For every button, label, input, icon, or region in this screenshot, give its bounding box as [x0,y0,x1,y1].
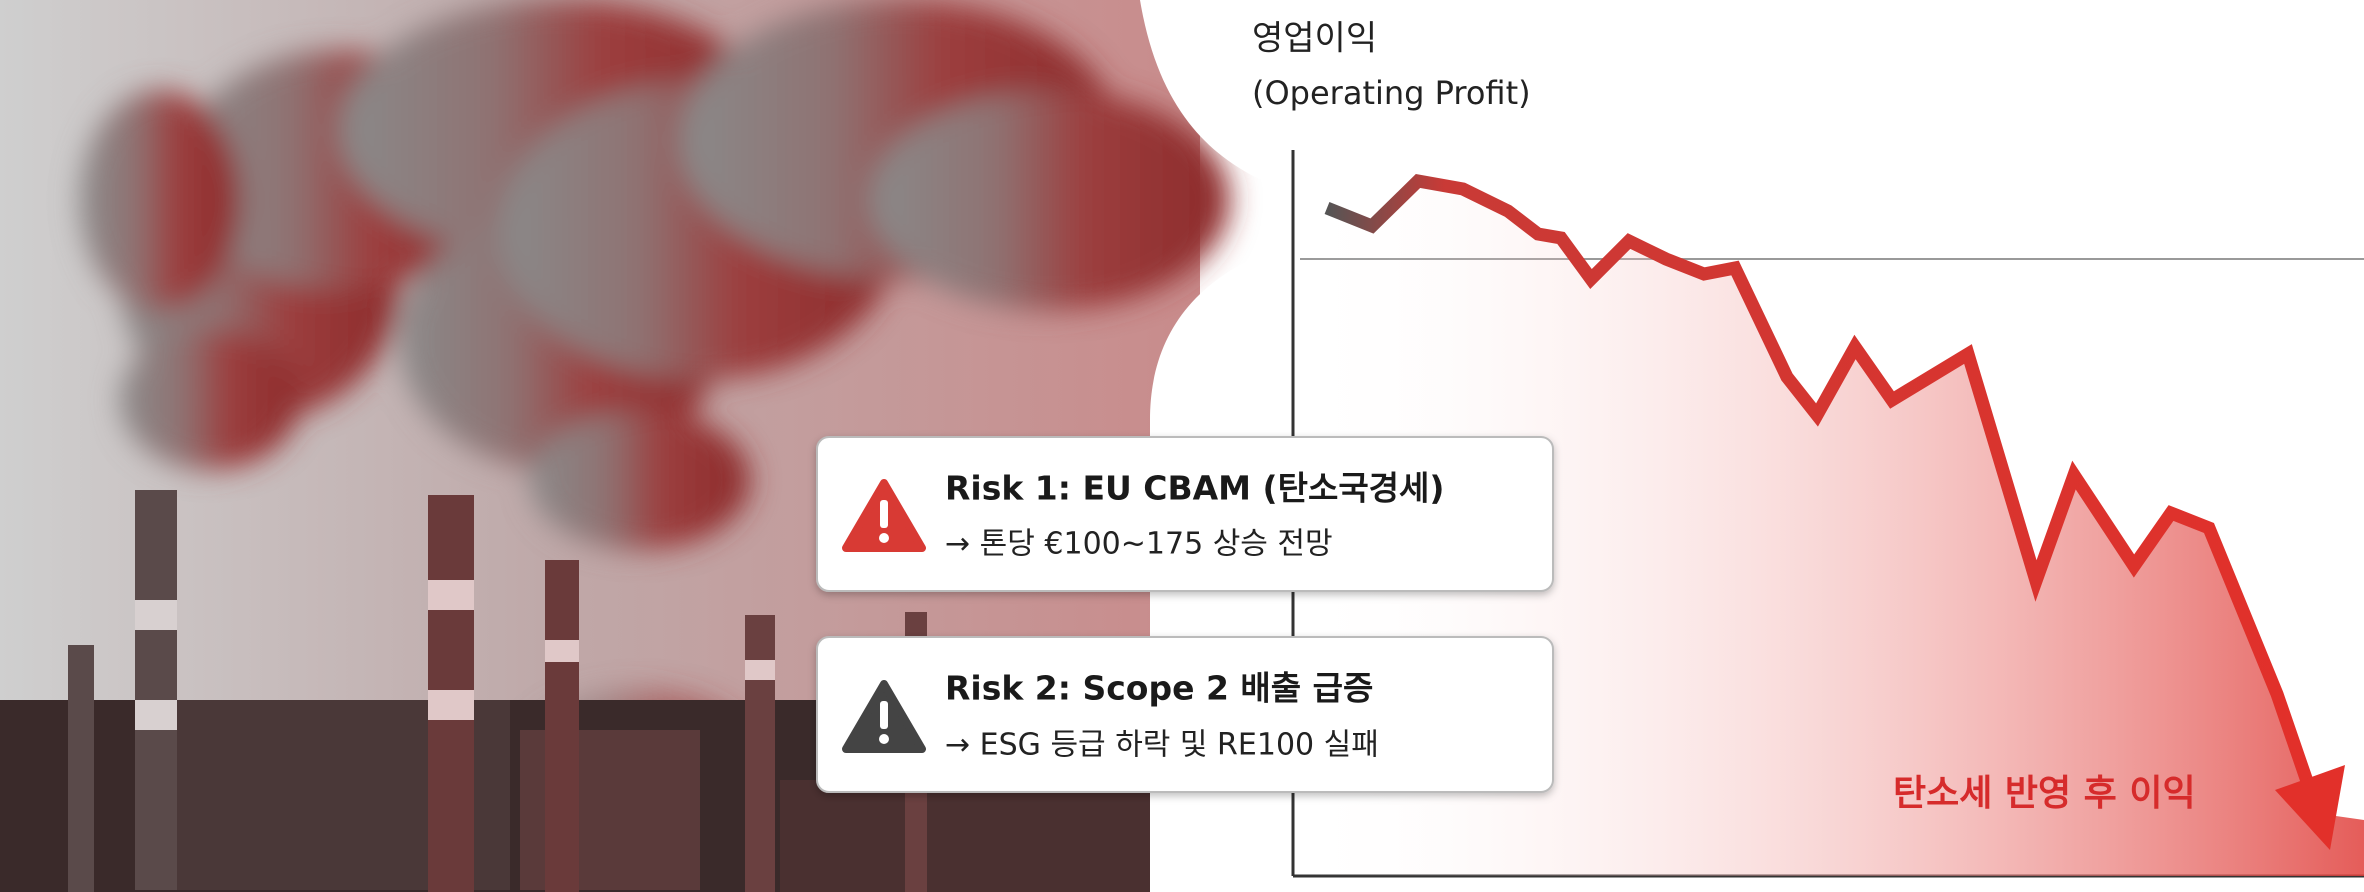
risk-title: Risk 1: EU CBAM (탄소국경세) [945,469,1444,508]
profit-line [1324,174,2317,793]
risk-card: Risk 2: Scope 2 배출 급증 → ESG 등급 하락 및 RE10… [816,636,1554,793]
risk-detail: → 톤당 €100~175 상승 전망 [945,527,1333,562]
axis-subtitle: (Operating Profit) [1252,74,1531,112]
warning-icon [842,479,926,552]
annotation: 탄소세 반영 후 이익 [1893,773,2196,814]
risk-detail: → ESG 등급 하락 및 RE100 실패 [945,728,1379,763]
risk-title: Risk 2: Scope 2 배출 급증 [945,669,1373,708]
factory-photo [0,0,1230,892]
arrow-head [2275,765,2345,850]
profit-chart: 영업이익 (Operating Profit) 탄소세 반영 후 이익 [1252,19,2364,878]
loss-area [1293,181,2364,876]
risk-card: Risk 1: EU CBAM (탄소국경세) → 톤당 €100~175 상승… [816,436,1554,592]
warning-icon [842,680,926,753]
axis-title: 영업이익 [1252,19,1377,59]
